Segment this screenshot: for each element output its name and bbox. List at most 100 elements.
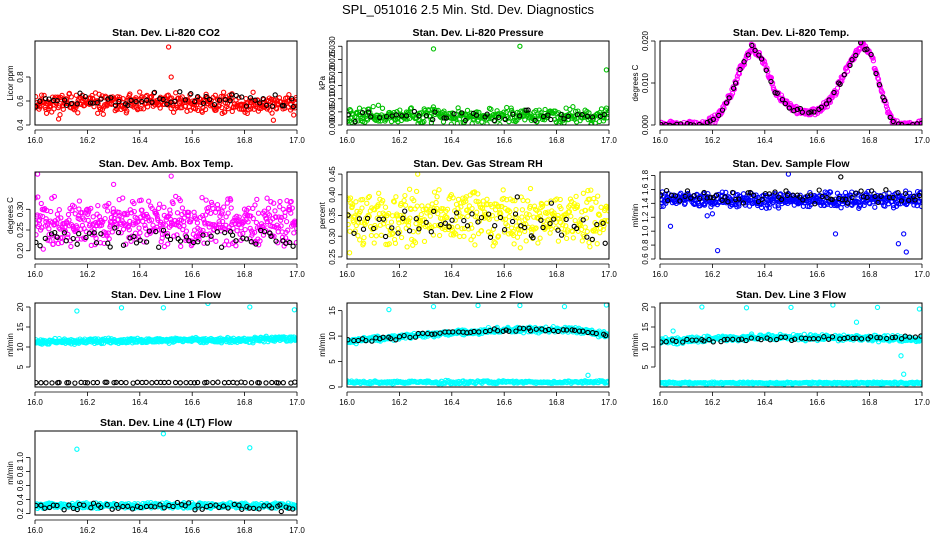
point-black xyxy=(420,330,426,336)
point-cyan-low xyxy=(605,380,609,386)
point-black xyxy=(242,379,248,386)
point-black xyxy=(115,229,122,236)
point-yellow xyxy=(347,228,353,234)
point-black xyxy=(156,244,162,250)
x-tick-label: 16.2 xyxy=(392,270,408,279)
point-yellow xyxy=(581,233,587,240)
plot-frame xyxy=(34,171,298,260)
point-black xyxy=(576,328,583,334)
point-magenta xyxy=(104,208,111,214)
point-magenta xyxy=(161,204,167,210)
point-blue xyxy=(895,201,902,207)
plot-frame xyxy=(346,171,610,260)
point-blue xyxy=(775,205,782,211)
point-magenta xyxy=(171,233,177,239)
point-black xyxy=(86,230,93,236)
point-black xyxy=(215,379,221,385)
point-magenta xyxy=(292,220,297,226)
point-magenta xyxy=(914,123,919,125)
point-red xyxy=(75,110,81,116)
point-magenta xyxy=(236,214,242,220)
point-magenta xyxy=(213,238,219,244)
y-tick-label: 0.6 xyxy=(641,253,650,265)
point-magenta xyxy=(148,217,155,223)
point-black xyxy=(719,107,726,113)
point-black xyxy=(133,240,140,246)
point-black xyxy=(858,188,864,194)
point-magenta xyxy=(878,88,885,95)
point-black xyxy=(853,190,859,196)
point-yellow xyxy=(601,223,607,229)
point-yellow xyxy=(353,199,359,205)
point-yellow xyxy=(368,232,375,239)
point-black xyxy=(125,102,131,109)
point-magenta xyxy=(106,200,112,207)
x-tick-label: 17.0 xyxy=(914,136,930,145)
point-magenta xyxy=(55,240,61,247)
point-blue xyxy=(901,231,907,237)
point-black xyxy=(569,327,575,333)
point-magenta xyxy=(834,85,841,91)
point-black xyxy=(786,105,792,111)
point-black xyxy=(267,230,273,236)
point-magenta xyxy=(729,90,736,97)
point-black xyxy=(269,379,275,386)
point-yellow xyxy=(449,224,455,230)
point-black xyxy=(459,110,465,116)
x-tick-label: 16.8 xyxy=(237,270,253,279)
point-black xyxy=(61,230,68,236)
point-magenta xyxy=(202,221,208,227)
point-black xyxy=(663,187,670,194)
x-tick-label: 16.2 xyxy=(80,136,96,145)
point-black xyxy=(400,215,406,221)
point-magenta xyxy=(225,210,231,216)
point-black xyxy=(116,98,122,105)
point-black xyxy=(741,59,747,65)
point-black xyxy=(160,96,166,103)
point-magenta xyxy=(271,233,277,239)
point-black xyxy=(799,109,805,115)
point-black xyxy=(558,111,564,118)
point-red xyxy=(97,106,104,112)
point-yellow xyxy=(433,199,439,206)
plot-frame xyxy=(346,302,610,388)
point-black xyxy=(584,113,591,119)
point-magenta xyxy=(110,181,117,188)
point-red xyxy=(112,99,119,106)
point-black xyxy=(63,102,70,108)
chart-title: Stan. Dev. Line 2 Flow xyxy=(423,289,534,301)
point-black xyxy=(883,187,889,193)
plot-frame xyxy=(34,302,298,388)
point-black xyxy=(600,220,606,226)
point-yellow xyxy=(361,234,367,241)
point-magenta xyxy=(291,230,297,236)
point-black xyxy=(432,109,438,115)
chart-title: Stan. Dev. Gas Stream RH xyxy=(413,158,542,170)
point-black xyxy=(875,199,881,206)
point-cyan xyxy=(74,308,80,314)
x-tick-label: 16.2 xyxy=(80,398,96,407)
point-magenta xyxy=(265,205,272,211)
point-blue xyxy=(827,189,834,195)
x-tick-label: 16.8 xyxy=(549,270,565,279)
point-black xyxy=(469,211,475,217)
point-green xyxy=(517,43,523,49)
point-black xyxy=(768,78,774,85)
point-magenta xyxy=(257,238,263,244)
point-black xyxy=(68,100,75,107)
point-green xyxy=(365,106,371,112)
point-black xyxy=(736,196,742,202)
point-black xyxy=(87,100,94,106)
point-black xyxy=(602,332,609,339)
point-cyan xyxy=(743,305,750,311)
point-magenta xyxy=(76,198,83,204)
point-black xyxy=(167,236,174,243)
point-magenta xyxy=(660,124,662,125)
point-black xyxy=(239,94,245,100)
point-yellow xyxy=(458,200,464,206)
x-tick-label: 16.0 xyxy=(27,398,43,407)
point-black xyxy=(808,192,814,198)
point-magenta xyxy=(109,229,115,235)
point-red xyxy=(43,110,50,116)
